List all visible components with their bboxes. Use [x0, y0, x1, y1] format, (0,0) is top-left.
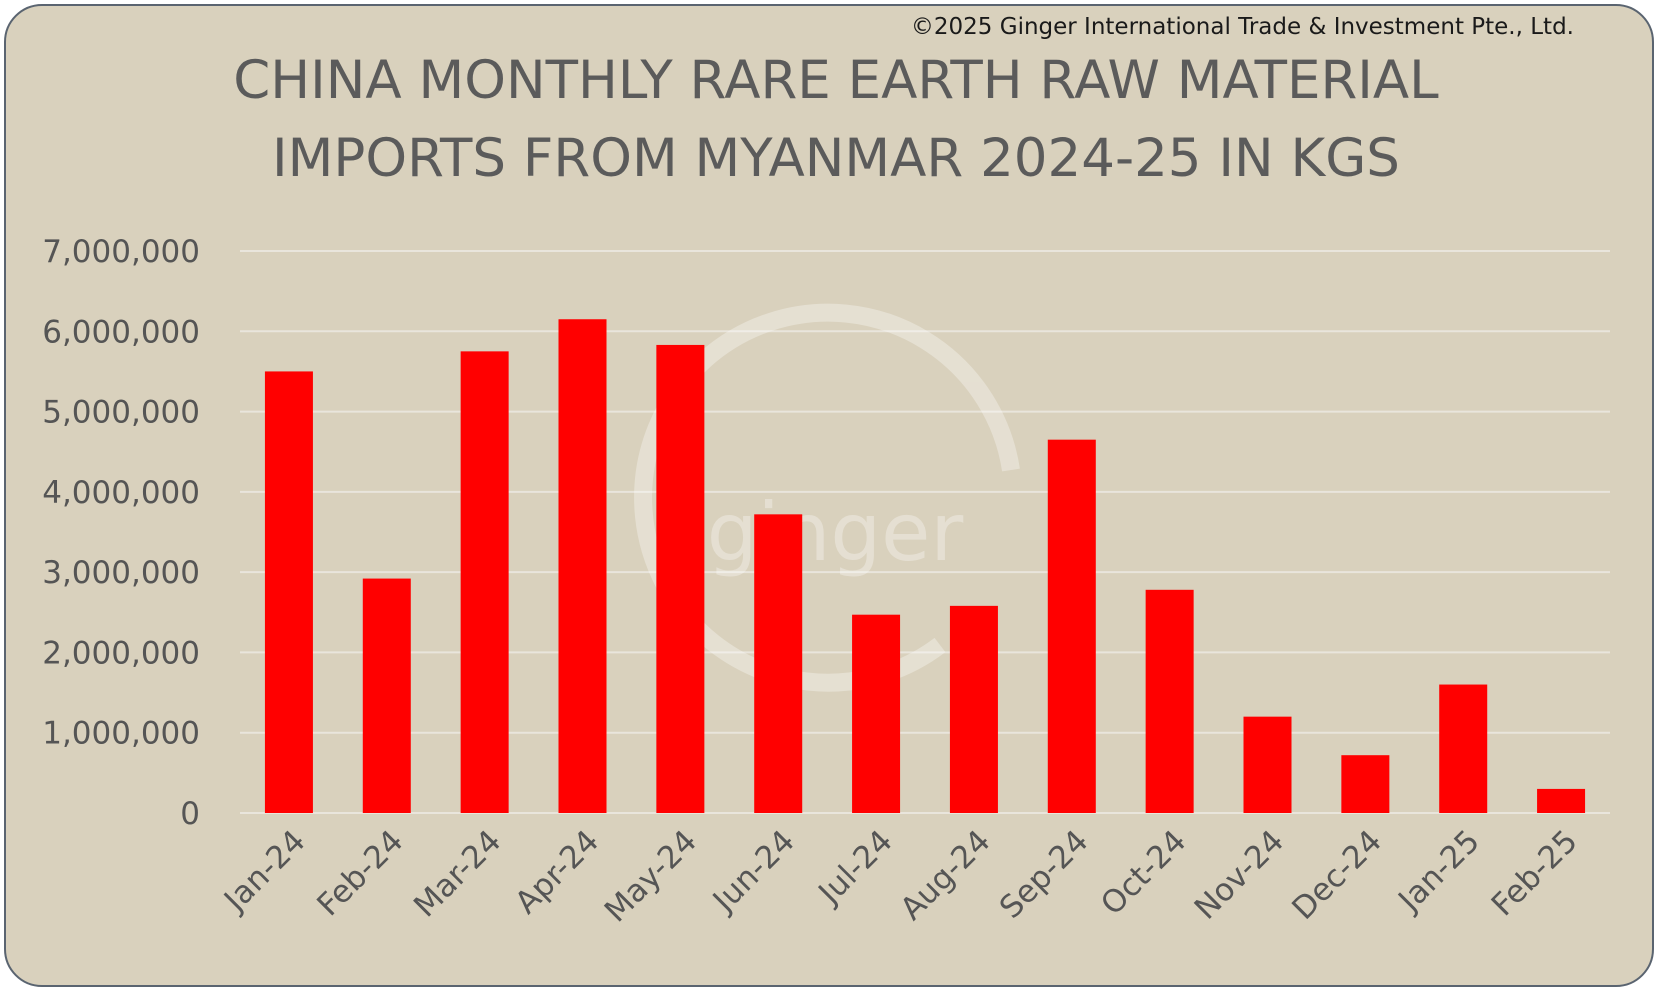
y-tick-label: 7,000,000 — [42, 234, 200, 270]
x-tick-label: Aug-24 — [894, 823, 998, 927]
x-tick-label: Apr-24 — [508, 823, 606, 921]
x-tick-label: Jan-25 — [1390, 823, 1486, 919]
x-tick-label: Nov-24 — [1188, 823, 1291, 926]
bar-jul-24 — [852, 614, 901, 813]
bar-apr-24 — [558, 319, 607, 813]
x-tick-label: Mar-24 — [407, 823, 508, 924]
chart-title-line-2: IMPORTS FROM MYANMAR 2024-25 IN KGS — [272, 128, 1400, 189]
y-tick-label: 3,000,000 — [42, 555, 200, 591]
x-tick-label: Dec-24 — [1285, 823, 1389, 927]
bar-feb-24 — [362, 578, 411, 813]
x-tick-label: Feb-25 — [1485, 823, 1585, 923]
copyright-notice: ©2025 Ginger International Trade & Inves… — [910, 14, 1574, 40]
bar-jan-24 — [264, 371, 313, 813]
bar-mar-24 — [460, 351, 509, 813]
x-tick-label: May-24 — [598, 823, 704, 929]
bar-dec-24 — [1341, 755, 1390, 813]
bar-aug-24 — [949, 605, 998, 813]
y-tick-label: 4,000,000 — [42, 475, 200, 511]
bar-may-24 — [656, 344, 705, 813]
x-tick-label: Jun-24 — [705, 823, 802, 920]
x-tick-label: Jan-24 — [216, 823, 312, 919]
bar-jun-24 — [754, 514, 803, 813]
bar-oct-24 — [1145, 589, 1194, 813]
y-tick-label: 0 — [180, 796, 200, 832]
bars — [264, 319, 1586, 813]
chart-title-line-1: CHINA MONTHLY RARE EARTH RAW MATERIAL — [233, 50, 1439, 111]
bar-feb-25 — [1537, 788, 1586, 813]
y-tick-label: 5,000,000 — [42, 395, 200, 431]
y-axis-tick-labels: 0 1,000,000 2,000,000 3,000,000 4,000,000 5,0… — [42, 234, 200, 832]
x-tick-label: Sep-24 — [993, 823, 1096, 926]
y-tick-label: 6,000,000 — [42, 314, 200, 350]
y-tick-label: 1,000,000 — [42, 716, 200, 752]
bar-sep-24 — [1047, 439, 1096, 813]
bar-nov-24 — [1243, 716, 1292, 813]
watermark-text: ginger — [707, 486, 964, 579]
bar-jan-25 — [1439, 684, 1488, 813]
x-tick-label: Jul-24 — [811, 823, 900, 912]
x-tick-label: Feb-24 — [310, 823, 410, 923]
x-tick-label: Oct-24 — [1094, 823, 1193, 922]
y-tick-label: 2,000,000 — [42, 635, 200, 671]
